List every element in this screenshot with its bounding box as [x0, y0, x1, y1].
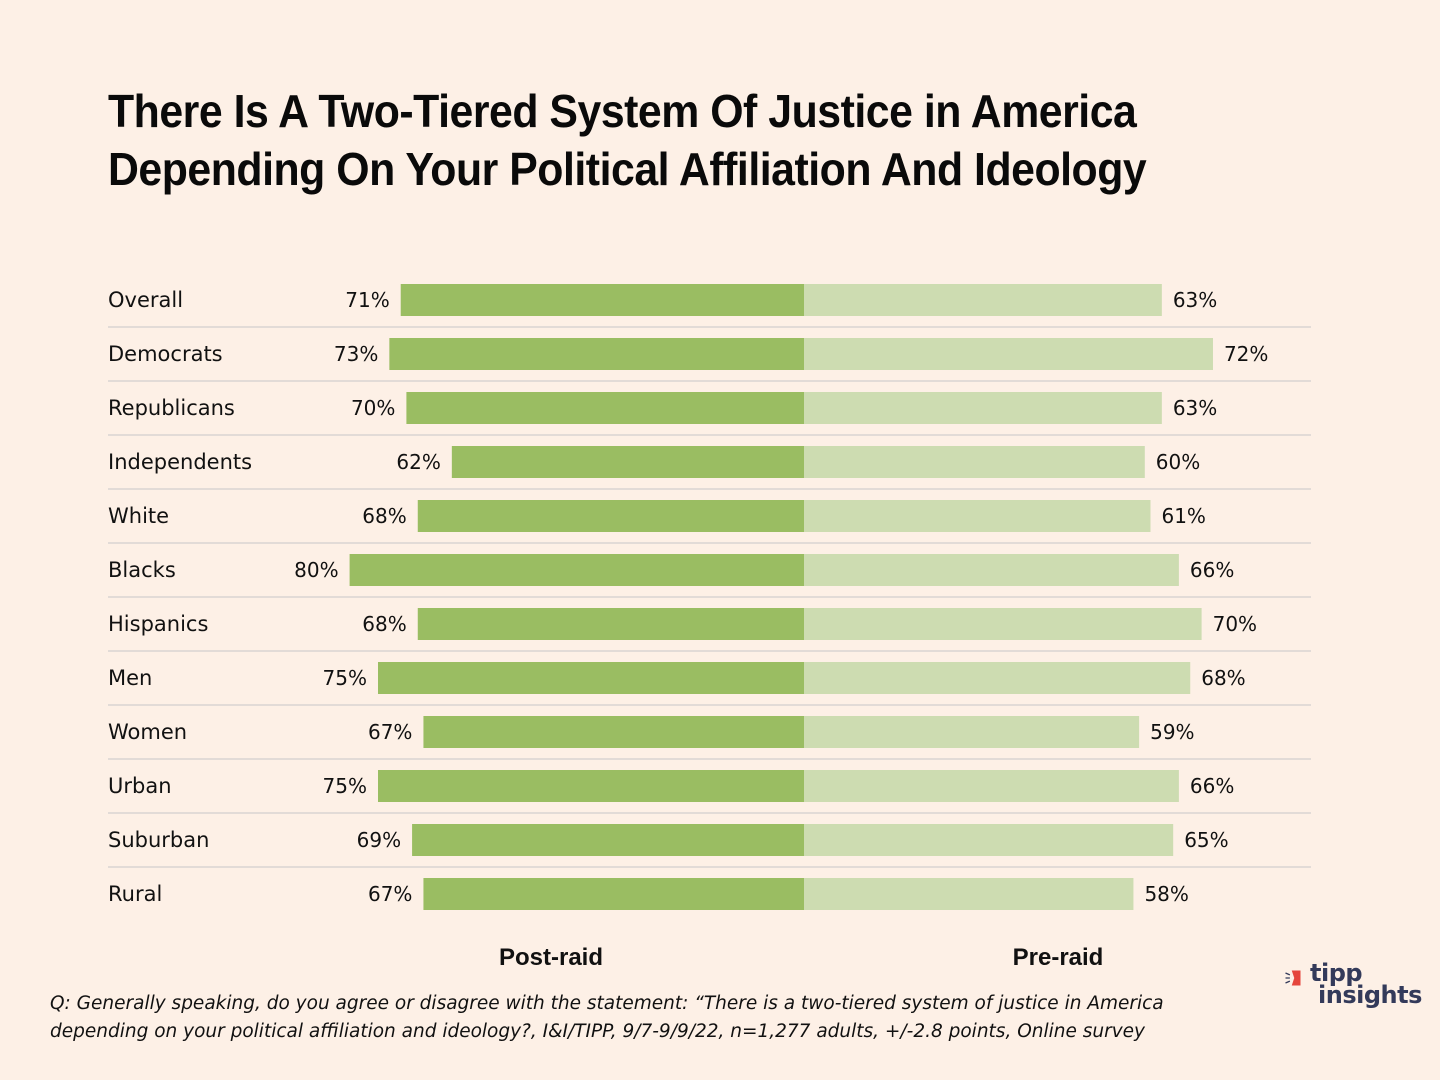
category-label: Blacks: [108, 558, 176, 582]
bar-post-raid: [389, 338, 804, 370]
footnote-line-2: depending on your political affiliation …: [50, 1021, 1146, 1042]
bar-post-raid: [406, 392, 804, 424]
bar-pre-raid: [804, 770, 1179, 802]
bar-pre-raid: [804, 338, 1213, 370]
gridlines: [108, 326, 1311, 868]
category-label: Suburban: [108, 828, 209, 852]
bar-pre-raid: [804, 284, 1162, 316]
tipp-insights-logo: tipp insights: [1280, 961, 1425, 1016]
bar-pre-raid: [804, 878, 1134, 910]
value-label-post-raid: 70%: [351, 396, 395, 420]
footnote: Q: Generally speaking, do you agree or d…: [50, 990, 1250, 1046]
category-label: Men: [108, 666, 152, 690]
value-label-post-raid: 69%: [357, 828, 401, 852]
value-label-post-raid: 68%: [362, 612, 406, 636]
category-label: Women: [108, 720, 187, 744]
value-label-pre-raid: 70%: [1213, 612, 1257, 636]
footnote-line-1: Q: Generally speaking, do you agree or d…: [50, 993, 1164, 1014]
legend-pre-raid: Pre-raid: [1013, 944, 1104, 971]
bars: [349, 284, 1213, 910]
bar-post-raid: [412, 824, 804, 856]
value-label-pre-raid: 66%: [1190, 558, 1234, 582]
legend: Post-raid Pre-raid: [499, 944, 1103, 971]
bar-pre-raid: [804, 500, 1151, 532]
bar-post-raid: [378, 662, 804, 694]
value-label-pre-raid: 58%: [1144, 882, 1188, 906]
legend-post-raid: Post-raid: [499, 944, 603, 971]
bar-pre-raid: [804, 446, 1145, 478]
bar-post-raid: [417, 608, 804, 640]
category-label: Independents: [108, 450, 252, 474]
value-label-pre-raid: 72%: [1224, 342, 1268, 366]
value-label-post-raid: 68%: [362, 504, 406, 528]
bar-post-raid: [423, 878, 804, 910]
value-label-pre-raid: 65%: [1184, 828, 1228, 852]
bar-pre-raid: [804, 662, 1191, 694]
value-label-post-raid: 67%: [368, 882, 412, 906]
bar-pre-raid: [804, 824, 1174, 856]
logo-wordmark: tipp insights: [1310, 959, 1422, 1009]
diverging-bar-chart: Overall 71% 63% Democrats 73% 72% Republicans 7…: [108, 284, 1311, 971]
value-label-post-raid: 73%: [334, 342, 378, 366]
category-label: Urban: [108, 774, 172, 798]
category-label: White: [108, 504, 169, 528]
value-label-pre-raid: 63%: [1173, 396, 1217, 420]
bar-post-raid: [417, 500, 804, 532]
chart-title: There Is A Two-Tiered System Of Justice …: [108, 82, 1271, 198]
value-label-post-raid: 75%: [323, 774, 367, 798]
value-label-pre-raid: 61%: [1161, 504, 1205, 528]
value-label-post-raid: 67%: [368, 720, 412, 744]
category-label: Rural: [108, 882, 162, 906]
bar-pre-raid: [804, 392, 1162, 424]
bar-pre-raid: [804, 716, 1140, 748]
category-label: Overall: [108, 288, 183, 312]
chart-title-line-1: There Is A Two-Tiered System Of Justice …: [108, 85, 1137, 137]
logo-line-2: insights: [1318, 981, 1422, 1009]
bar-pre-raid: [804, 554, 1179, 586]
value-label-pre-raid: 59%: [1150, 720, 1194, 744]
value-label-post-raid: 71%: [345, 288, 389, 312]
chart-title-line-2: Depending On Your Political Affiliation …: [108, 143, 1147, 195]
value-label-pre-raid: 66%: [1190, 774, 1234, 798]
speaker-flag-icon: [1285, 970, 1301, 986]
category-label: Hispanics: [108, 612, 208, 636]
value-label-post-raid: 80%: [294, 558, 338, 582]
value-label-pre-raid: 60%: [1156, 450, 1200, 474]
bar-post-raid: [451, 446, 804, 478]
bar-post-raid: [400, 284, 804, 316]
bar-post-raid: [423, 716, 804, 748]
bar-post-raid: [378, 770, 804, 802]
value-label-pre-raid: 63%: [1173, 288, 1217, 312]
bar-post-raid: [349, 554, 804, 586]
labels: Overall 71% 63% Democrats 73% 72% Republicans 7…: [108, 288, 1268, 906]
value-label-post-raid: 75%: [323, 666, 367, 690]
category-label: Democrats: [108, 342, 223, 366]
logo-line-1: tipp: [1310, 959, 1363, 987]
category-label: Republicans: [108, 396, 235, 420]
bar-pre-raid: [804, 608, 1202, 640]
value-label-pre-raid: 68%: [1201, 666, 1245, 690]
value-label-post-raid: 62%: [396, 450, 440, 474]
